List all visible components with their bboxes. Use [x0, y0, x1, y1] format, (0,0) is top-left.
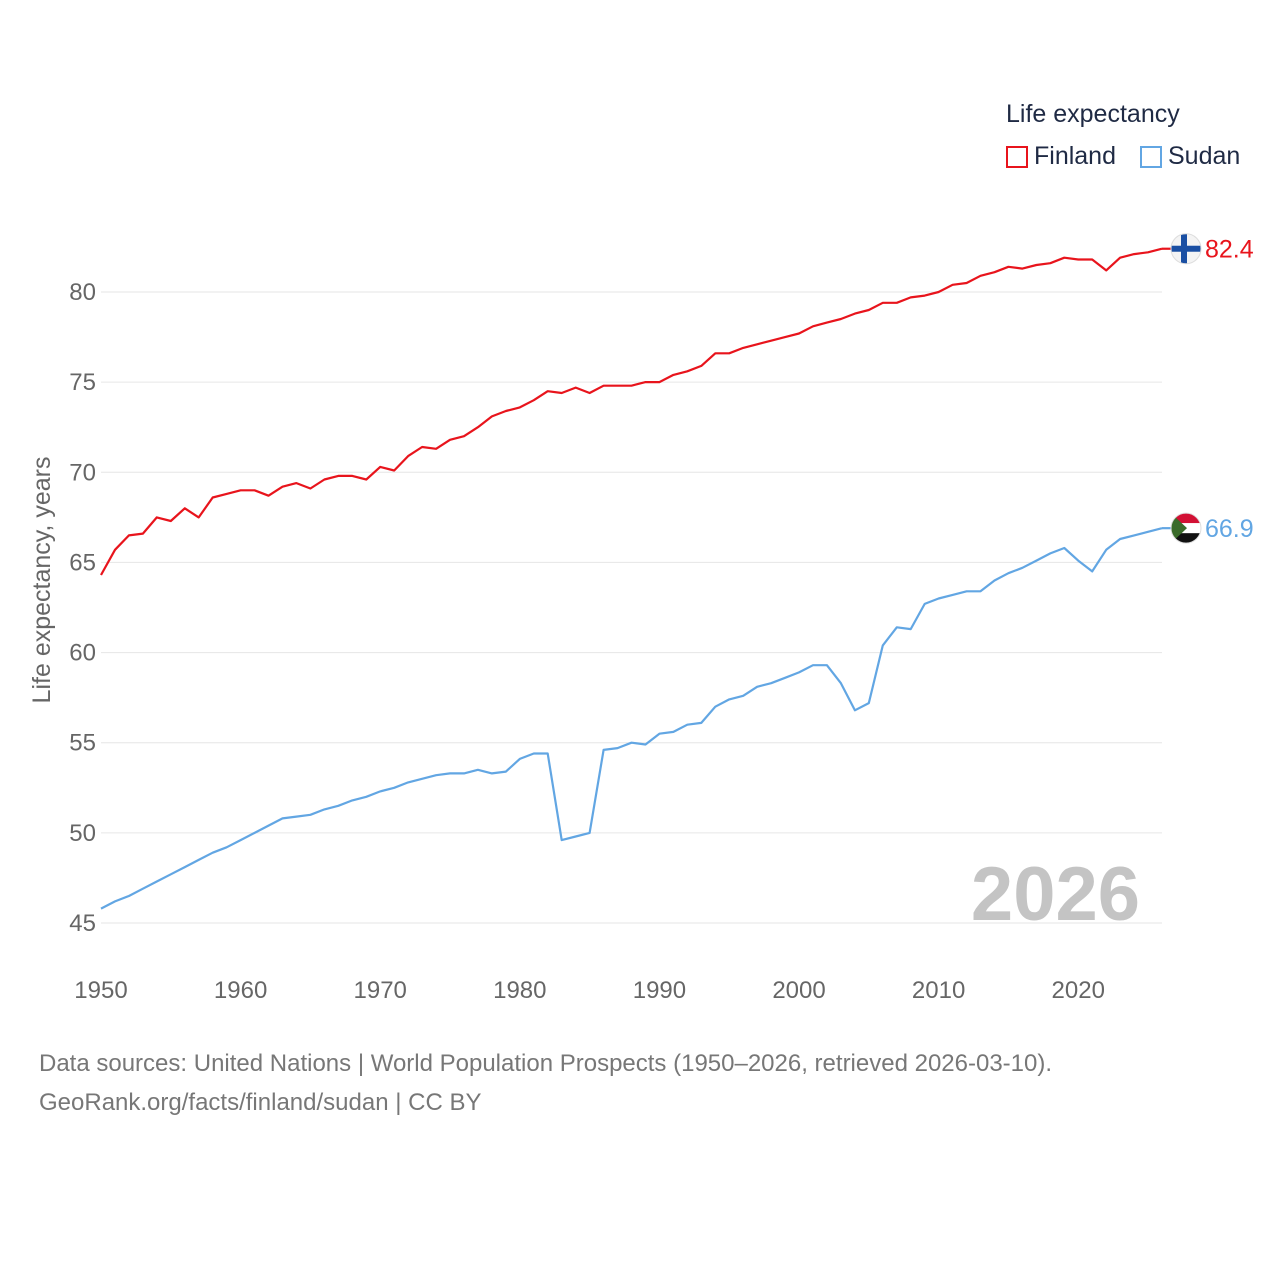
legend-label-finland: Finland [1034, 142, 1116, 170]
x-tick-label: 2000 [772, 977, 825, 1004]
y-tick-label: 55 [69, 730, 96, 757]
x-tick-label: 2010 [912, 977, 965, 1004]
y-tick-label: 70 [69, 459, 96, 486]
legend-swatch-sudan [1140, 145, 1162, 168]
x-tick-label: 2020 [1052, 977, 1105, 1004]
legend-item-finland[interactable]: Finland [1006, 142, 1116, 171]
sources-text: Data sources: United Nations | World Pop… [39, 1050, 1053, 1077]
series-line-finland [100, 247, 1163, 576]
legend-label-sudan: Sudan [1168, 142, 1241, 170]
end-markers: 82.4 66.9 [1162, 233, 1254, 544]
y-axis: 45 50 55 60 65 70 75 80 [69, 279, 96, 937]
x-tick-label: 1980 [493, 977, 546, 1004]
x-tick-label: 1960 [214, 977, 267, 1004]
year-watermark: 2026 [971, 852, 1140, 937]
y-tick-label: 60 [69, 640, 96, 667]
legend-title: Life expectancy [1006, 100, 1180, 128]
legend-item-sudan[interactable]: Sudan [1140, 142, 1240, 171]
x-tick-label: 1990 [633, 977, 686, 1004]
y-tick-label: 75 [69, 369, 96, 396]
y-tick-label: 50 [69, 820, 96, 847]
end-value-label-sudan: 66.9 [1205, 515, 1254, 543]
series-lines [100, 247, 1163, 910]
x-axis: 1950 1960 1970 1980 1990 2000 2010 2020 [74, 977, 1105, 1004]
source-link[interactable]: GeoRank.org/facts/finland/sudan | CC BY [39, 1089, 482, 1116]
finland-flag-icon [1170, 233, 1202, 265]
x-tick-label: 1970 [354, 977, 407, 1004]
y-tick-label: 45 [69, 910, 96, 937]
y-tick-label: 80 [69, 279, 96, 306]
data-sources: Data sources: United Nations | World Pop… [39, 1044, 1052, 1122]
legend-swatch-finland [1006, 145, 1028, 168]
y-axis-title: Life expectancy, years [28, 457, 56, 704]
series-line-sudan [100, 527, 1163, 910]
end-value-label-finland: 82.4 [1205, 236, 1254, 264]
sudan-flag-icon [1170, 512, 1202, 544]
y-tick-label: 65 [69, 549, 96, 576]
x-tick-label: 1950 [74, 977, 127, 1004]
